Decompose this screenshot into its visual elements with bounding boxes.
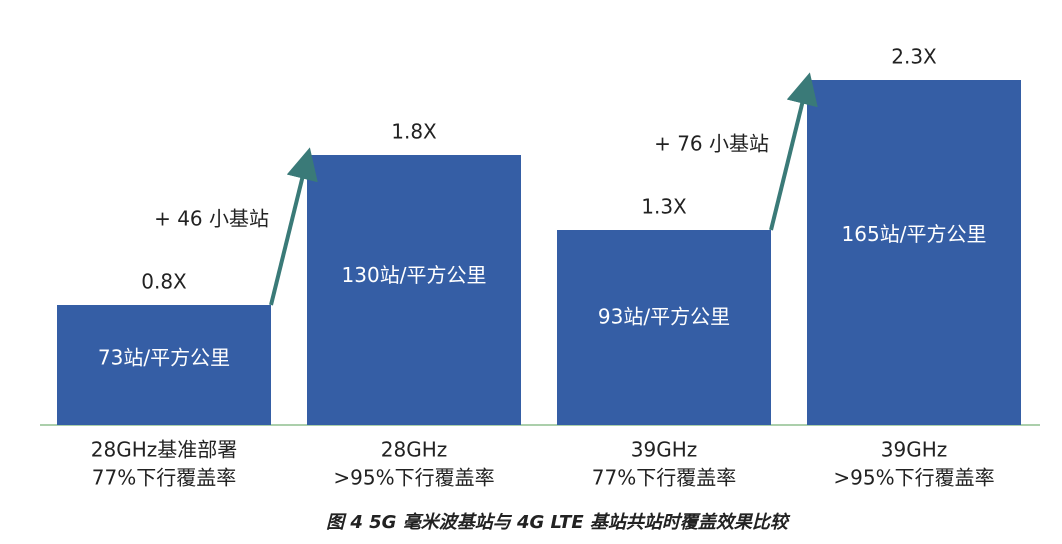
bar-inner-label: 93站/平方公里 <box>598 304 730 328</box>
bar <box>307 155 521 425</box>
x-tick-label: >95%下行覆盖率 <box>833 466 994 490</box>
bar <box>807 80 1021 425</box>
annotation: + 76 小基站 <box>654 132 769 156</box>
arrow <box>269 147 318 306</box>
bar <box>57 305 271 425</box>
x-tick-label: 77%下行覆盖率 <box>592 466 736 490</box>
x-tick-label: 28GHz <box>381 438 447 462</box>
value-label: 1.3X <box>641 195 687 219</box>
value-label: 0.8X <box>141 270 187 294</box>
annotation: + 46 小基站 <box>154 207 269 231</box>
bar-inner-label: 130站/平方公里 <box>342 263 487 287</box>
bar-inner-label: 165站/平方公里 <box>842 222 987 246</box>
x-tick-label: 39GHz <box>881 438 947 462</box>
x-tick-label: >95%下行覆盖率 <box>333 466 494 490</box>
bar-inner-label: 73站/平方公里 <box>98 346 230 370</box>
value-label: 2.3X <box>891 45 937 69</box>
x-tick-label: 77%下行覆盖率 <box>92 466 236 490</box>
value-label: 1.8X <box>391 120 437 144</box>
x-tick-label: 28GHz基准部署 <box>91 438 237 462</box>
arrow <box>769 72 818 231</box>
chart-title: 图 4 5G 毫米波基站与 4G LTE 基站共站时覆盖效果比较 <box>326 512 791 533</box>
bar <box>557 230 771 425</box>
x-tick-label: 39GHz <box>631 438 697 462</box>
